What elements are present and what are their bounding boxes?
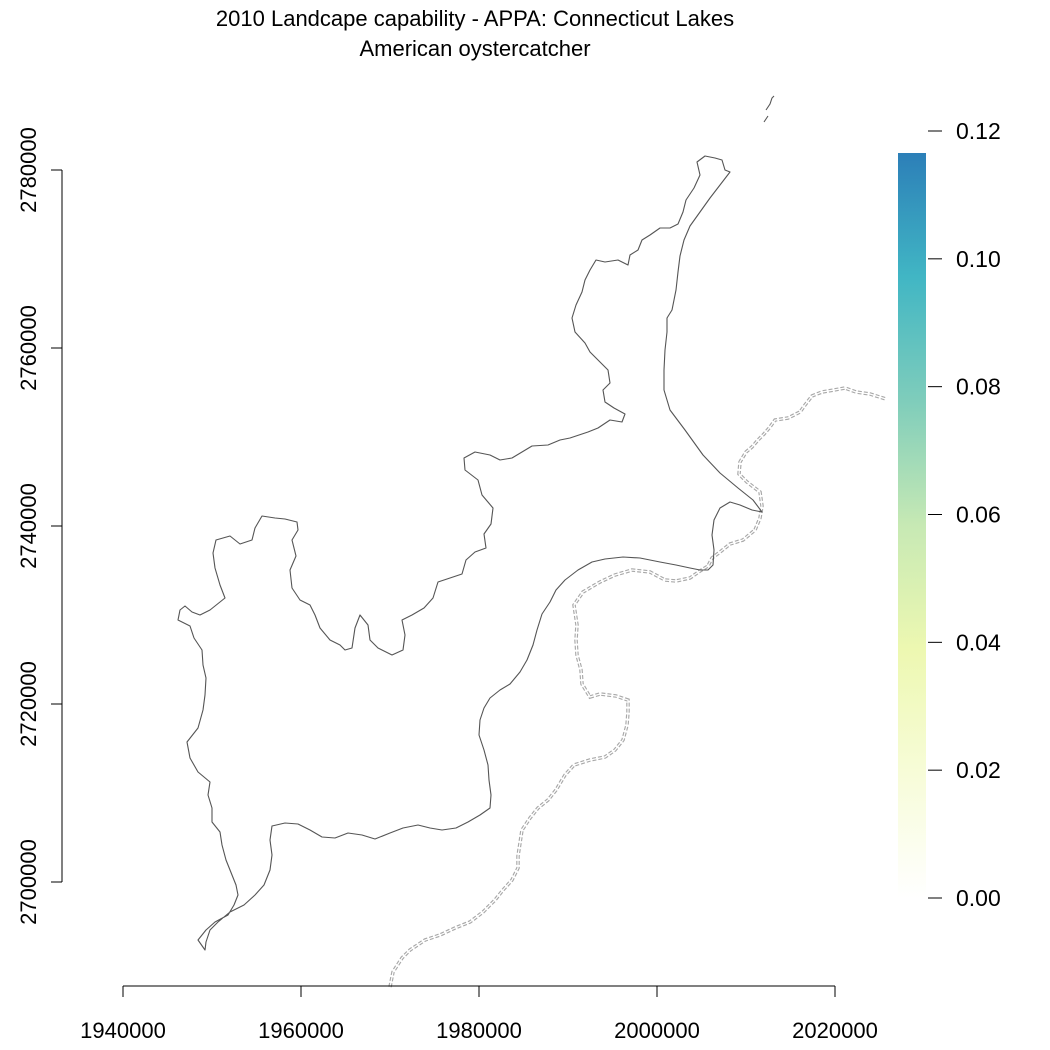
legend-tick-label: 0.04 (956, 629, 1001, 655)
legend-tick-label: 0.10 (956, 246, 1001, 272)
x-tick-label: 1960000 (258, 1018, 344, 1043)
y-tick-label: 2720000 (16, 661, 41, 747)
y-tick-label: 2740000 (16, 483, 41, 569)
y-tick-label: 2780000 (16, 127, 41, 213)
legend-tick-label: 0.06 (956, 502, 1001, 528)
y-axis: 2700000 2720000 2740000 2760000 2780000 (16, 127, 63, 925)
y-tick-label: 2700000 (16, 839, 41, 925)
state-border-inner (389, 387, 887, 988)
map-title: 2010 Landcape capability - APPA: Connect… (216, 6, 734, 31)
map-subtitle: American oystercatcher (359, 36, 590, 61)
x-axis: 1940000 1960000 1980000 2000000 2020000 (80, 985, 878, 1043)
legend-color-bar (898, 153, 926, 898)
y-tick-label: 2760000 (16, 305, 41, 391)
color-legend: 0.00 0.02 0.04 0.06 0.08 0.10 0.12 (898, 118, 1001, 911)
x-tick-label: 1980000 (436, 1018, 522, 1043)
legend-ticks: 0.00 0.02 0.04 0.06 0.08 0.10 0.12 (928, 118, 1001, 911)
state-border-line (388, 386, 887, 988)
legend-tick-label: 0.00 (956, 885, 1001, 911)
x-tick-label: 2020000 (792, 1018, 878, 1043)
legend-tick-label: 0.02 (956, 757, 1001, 783)
appa-boundary-outline (177, 155, 763, 951)
map-layers (177, 95, 887, 988)
island-fragment (763, 95, 775, 123)
legend-tick-label: 0.12 (956, 118, 1001, 144)
x-tick-label: 2000000 (614, 1018, 700, 1043)
x-tick-label: 1940000 (80, 1018, 166, 1043)
legend-tick-label: 0.08 (956, 374, 1001, 400)
